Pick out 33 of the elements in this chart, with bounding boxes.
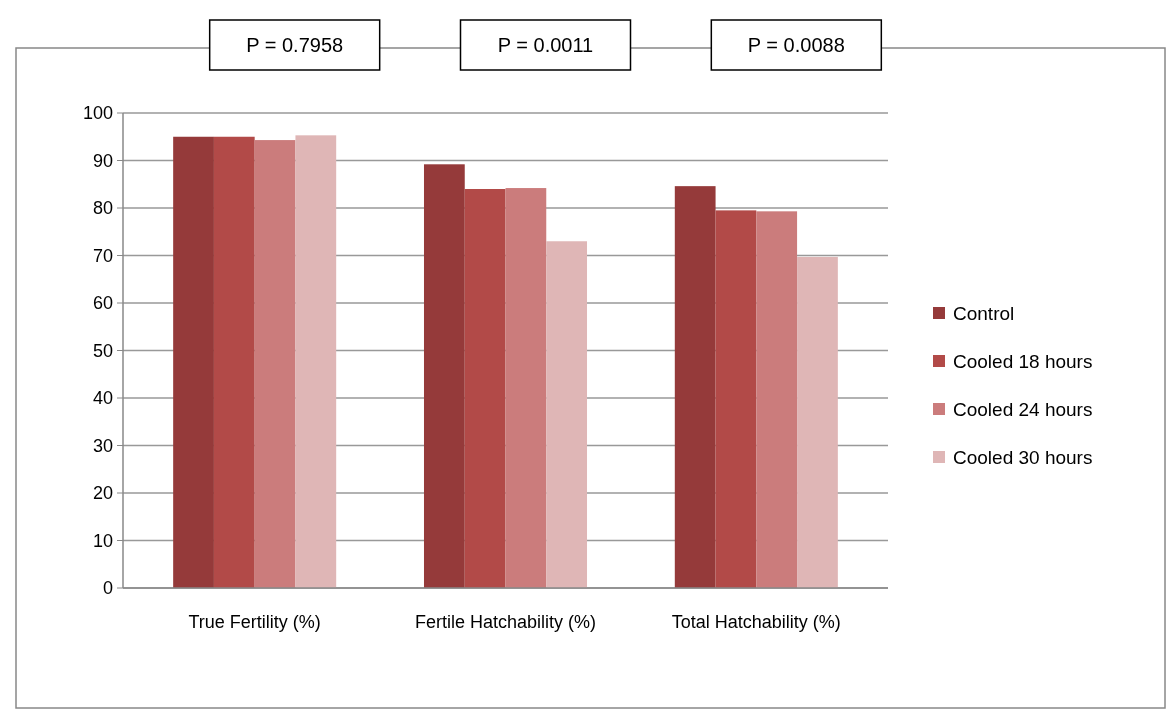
bar bbox=[756, 211, 798, 588]
bar bbox=[797, 256, 838, 588]
bar bbox=[464, 189, 506, 588]
y-tick-label: 20 bbox=[92, 483, 113, 504]
bar bbox=[674, 186, 716, 588]
bar bbox=[213, 136, 255, 588]
y-tick-label: 100 bbox=[82, 103, 113, 124]
x-tick-label: Total Hatchability (%) bbox=[671, 612, 841, 632]
y-tick-label: 40 bbox=[92, 388, 113, 409]
text: P = 0.7958 bbox=[246, 34, 344, 56]
bar bbox=[173, 136, 214, 588]
bar bbox=[715, 210, 757, 588]
bar bbox=[546, 241, 588, 588]
bar bbox=[254, 140, 296, 588]
y-tick-label: 50 bbox=[92, 340, 113, 361]
y-tick-label: 80 bbox=[92, 198, 113, 219]
bar bbox=[423, 164, 465, 588]
y-tick-label: 0 bbox=[102, 578, 113, 599]
y-tick-label: 60 bbox=[92, 293, 113, 314]
legend-label: Cooled 24 hours bbox=[953, 398, 1093, 420]
bar bbox=[295, 135, 337, 588]
x-tick-label: True Fertility (%) bbox=[188, 612, 321, 632]
y-tick-label: 10 bbox=[92, 530, 113, 551]
legend-label: Cooled 18 hours bbox=[953, 350, 1093, 372]
y-tick-label: 90 bbox=[92, 150, 113, 171]
legend-label: Control bbox=[953, 302, 1015, 324]
x-tick-label: Fertile Hatchability (%) bbox=[414, 612, 597, 632]
bar bbox=[505, 188, 547, 588]
legend-label: Cooled 30 hours bbox=[953, 446, 1093, 468]
y-tick-label: 70 bbox=[92, 245, 113, 266]
text: P = 0.0088 bbox=[747, 34, 845, 56]
y-tick-label: 30 bbox=[92, 435, 113, 456]
text: P = 0.0011 bbox=[497, 34, 594, 56]
